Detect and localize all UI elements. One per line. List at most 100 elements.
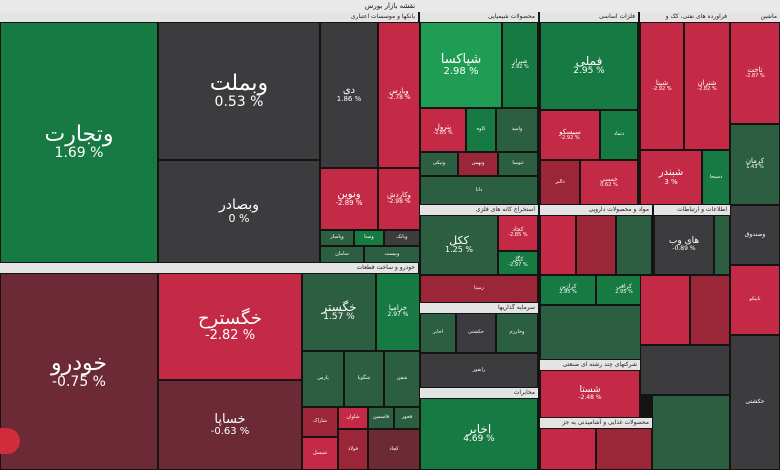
tile-small-26[interactable]: رمپنا (420, 275, 538, 303)
tile-kerman[interactable]: کرمان 1.43 % (730, 124, 780, 205)
tile-small-18[interactable]: ونیکی (420, 152, 458, 176)
tile-it-4[interactable] (690, 275, 730, 345)
tile-small-8[interactable]: شفن (384, 351, 420, 407)
sector-header-pharma[interactable]: مواد و محصولات دارویی (540, 205, 652, 215)
tile-takhat[interactable]: تاخت -2.87 % (730, 22, 780, 124)
tile-kajad[interactable]: کجاد -2.85 % (498, 215, 538, 251)
tile-kharamia[interactable]: خزامیا 2.97 % (376, 273, 420, 351)
tile-akhaber[interactable]: اخابر 4.69 % (420, 398, 538, 470)
tile-it-3[interactable] (640, 275, 690, 345)
sector-header-mining[interactable]: استخراج کانه های فلزی (420, 205, 538, 215)
tile-small-17[interactable]: وامید (496, 108, 538, 152)
sector-header-food[interactable]: محصولات غذایی و آشامیدنی به جز (540, 418, 652, 428)
tile-name: وپارس (389, 87, 409, 96)
tile-small-16[interactable]: کاوه (466, 108, 496, 152)
tile-small-6[interactable]: پارس (302, 351, 344, 407)
sector-header-it[interactable]: اطلاعات و ارتباطات (654, 205, 730, 215)
tile-small-24[interactable]: دسبحا (702, 150, 730, 205)
tile-kekal[interactable]: ککل 1.25 % (420, 215, 498, 275)
sector-header-telecom[interactable]: مخابرات (420, 388, 538, 398)
sector-header-investment[interactable]: سرمایه گذاریها (420, 303, 538, 313)
tile-kgol[interactable]: کگل -2.97 % (498, 251, 538, 275)
tile-percent: 1.86 % (336, 95, 362, 104)
tile-khodro[interactable]: خودرو -0.75 % (0, 273, 158, 470)
sector-header-basic-metals[interactable]: فلزات اساسی (540, 12, 638, 22)
tile-small-22[interactable]: دتماد (600, 110, 638, 160)
tile-shepna[interactable]: شپنا -2.92 % (640, 22, 684, 150)
tile-vbemellat[interactable]: وبملت 0.53 % (158, 22, 320, 160)
tile-percent: 2.97 % (387, 311, 409, 319)
tile-small-27[interactable]: اخابر (420, 313, 456, 353)
tile-small-5[interactable]: وبیست (364, 246, 420, 263)
tile-percent: -2.87 % (745, 72, 765, 79)
tile-food-1[interactable] (540, 428, 596, 470)
tile-small-15[interactable]: کچاد (368, 429, 420, 470)
tile-hywab[interactable]: های وب -0.89 % (654, 215, 714, 275)
tile-small-21[interactable]: دانا (420, 176, 538, 205)
tile-pharma-1[interactable] (540, 215, 576, 275)
tile-hkeshti[interactable]: حکشتی (730, 335, 780, 470)
tile-small-28[interactable]: حکشتی (456, 313, 496, 353)
tile-vbsader[interactable]: وبصادر 0 % (158, 160, 320, 263)
tile-name: کجاد (512, 226, 524, 234)
tile-small-13[interactable]: شیسل (302, 437, 338, 470)
tile-small-11[interactable]: فاسمین (368, 407, 394, 429)
tile-fameli[interactable]: فملی 2.95 % (540, 22, 638, 110)
tile-small-19[interactable]: وبهمن (458, 152, 498, 176)
tile-vpars[interactable]: وپارس -2.78 % (378, 22, 420, 168)
tile-khsapa[interactable]: خساپا -0.63 % (158, 380, 302, 470)
tile-kerazin[interactable]: کرازین 2.95 % (540, 275, 596, 305)
tile-shiraz[interactable]: شیراز 2.92 % (502, 22, 538, 108)
tile-small-9[interactable]: شاراک (302, 407, 338, 437)
tile-percent: -2.78 % (387, 94, 411, 102)
tile-name: کرازین (559, 283, 577, 291)
tile-small-20[interactable]: ثنوسا (498, 152, 538, 176)
tile-small-10[interactable]: شاوان (338, 407, 368, 429)
tile-name: خگسترح (197, 307, 263, 329)
tile-petrol[interactable]: پترول -2.85 % (420, 108, 466, 152)
sector-header-extra[interactable]: ماشین (730, 12, 780, 22)
tile-food-2[interactable] (596, 428, 652, 470)
tile-it-2[interactable] (714, 215, 730, 275)
tile-pharma-4[interactable] (540, 305, 652, 360)
tile-small-25[interactable]: تاپیکو (730, 265, 780, 335)
tile-small-14[interactable]: فولاد (338, 429, 368, 470)
tile-shebandar[interactable]: شبندر 3 % (640, 150, 702, 205)
tile-vtejarat[interactable]: وتجارت 1.69 % (0, 22, 158, 263)
tile-name: ونوین (337, 188, 361, 200)
tile-vnovin[interactable]: ونوین -2.89 % (320, 168, 378, 230)
tile-khgostar[interactable]: خگستر 1.57 % (302, 273, 376, 351)
tile-shpaksa[interactable]: شپاکسا 2.98 % (420, 22, 502, 108)
tile-pharma-3[interactable] (616, 215, 652, 275)
tile-vendad[interactable]: وصندوق (730, 205, 780, 265)
tile-name: کگل (512, 256, 524, 264)
tile-small-12[interactable]: فخوز (394, 407, 420, 429)
sector-header-auto[interactable]: خودرو و ساخت قطعات (0, 263, 418, 273)
tile-percent: -2.97 % (508, 262, 528, 269)
tile-small-3[interactable]: وبانک (384, 230, 420, 246)
tile-small-30[interactable]: رانفور (420, 353, 538, 388)
tile-di[interactable]: دی 1.86 % (320, 22, 378, 168)
tile-small-29[interactable]: وخارزم (496, 313, 538, 353)
tile-it-6[interactable] (652, 395, 730, 470)
sector-header-oil[interactable]: فراورده های نفتی، کک و (640, 12, 730, 22)
sector-header-chemical[interactable]: محصولات شیمیایی (420, 12, 538, 22)
tile-khomesi[interactable]: خمسی 0.62 % (580, 160, 638, 205)
tile-khgostarah[interactable]: خگسترح -2.82 % (158, 273, 302, 380)
sector-header-banks[interactable]: بانکها و موسسات اعتباری (0, 12, 418, 22)
tile-pharma-2[interactable] (576, 215, 616, 275)
tile-percent: -2.89 % (335, 199, 363, 208)
tile-percent: 1.69 % (54, 145, 104, 162)
tile-small-7[interactable]: شگویا (344, 351, 384, 407)
sector-header-multi[interactable]: شرکتهای چند رشته ای صنعتی (540, 360, 640, 370)
tile-vkardesh[interactable]: وکاردش -2.98 % (378, 168, 420, 230)
tile-shasta[interactable]: شستا -2.48 % (540, 370, 640, 418)
tile-siskou[interactable]: سیسکو -2.92 % (540, 110, 600, 160)
tile-small-23[interactable]: دالبر (540, 160, 580, 205)
tile-name: شپاکسا (440, 51, 482, 67)
tile-shatran[interactable]: شتران -2.82 % (684, 22, 730, 150)
tile-small-1[interactable]: وپاسار (320, 230, 354, 246)
tile-it-5[interactable] (640, 345, 730, 395)
tile-small-4[interactable]: سامان (320, 246, 364, 263)
tile-small-2[interactable]: وسنا (354, 230, 384, 246)
